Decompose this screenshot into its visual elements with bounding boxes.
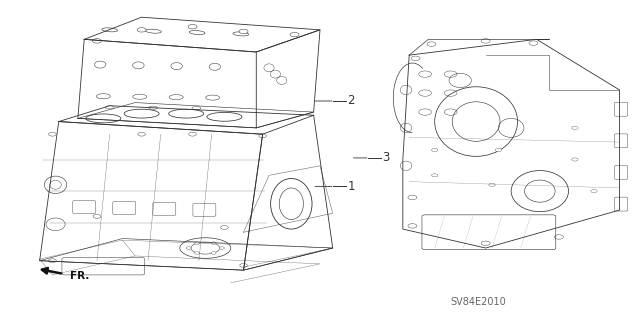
Circle shape	[93, 39, 101, 43]
Circle shape	[529, 41, 538, 45]
Circle shape	[431, 174, 438, 177]
Circle shape	[195, 242, 200, 244]
Circle shape	[259, 134, 266, 138]
Circle shape	[240, 263, 247, 267]
Circle shape	[221, 226, 228, 229]
Text: SV84E2010: SV84E2010	[450, 297, 506, 308]
Circle shape	[49, 132, 56, 136]
Circle shape	[481, 39, 490, 43]
Circle shape	[189, 132, 196, 136]
Circle shape	[572, 158, 578, 161]
Circle shape	[220, 247, 225, 249]
Text: 2: 2	[348, 94, 355, 108]
Circle shape	[290, 33, 299, 37]
Circle shape	[211, 252, 216, 254]
Circle shape	[411, 56, 420, 61]
Circle shape	[489, 183, 495, 186]
Circle shape	[572, 126, 578, 130]
Circle shape	[554, 235, 563, 239]
Circle shape	[93, 214, 100, 218]
Circle shape	[138, 132, 145, 136]
Circle shape	[239, 29, 248, 33]
Circle shape	[211, 242, 216, 244]
Circle shape	[427, 42, 436, 46]
Circle shape	[408, 224, 417, 228]
Circle shape	[49, 259, 56, 263]
Circle shape	[591, 189, 597, 193]
Circle shape	[186, 247, 191, 249]
Circle shape	[195, 252, 200, 254]
Circle shape	[137, 28, 146, 32]
Circle shape	[188, 25, 197, 29]
Circle shape	[431, 148, 438, 152]
Circle shape	[408, 195, 417, 200]
Text: 1: 1	[348, 180, 355, 193]
Text: FR.: FR.	[70, 271, 90, 280]
Circle shape	[495, 148, 502, 152]
Circle shape	[481, 241, 490, 246]
Text: 3: 3	[383, 152, 390, 164]
